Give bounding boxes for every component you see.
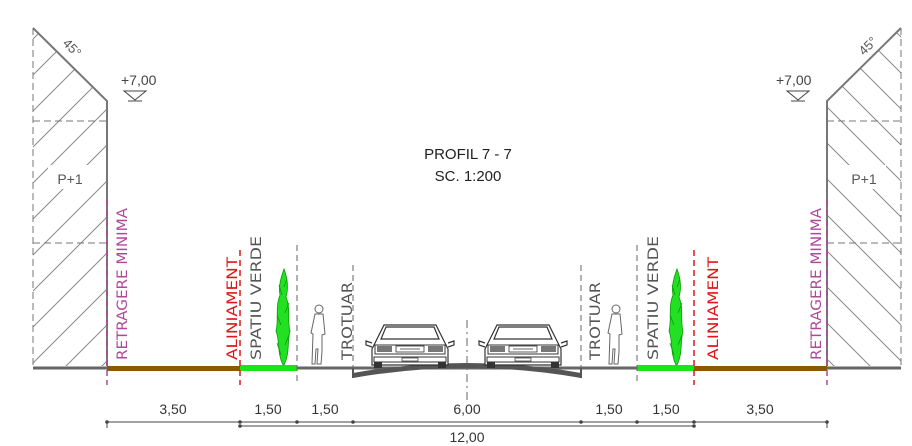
right-elevation-marker: +7,00 xyxy=(776,72,812,102)
left-green-strip xyxy=(240,365,297,371)
dim-segment-2: 1,50 xyxy=(254,401,281,417)
right-building: P+1 45° xyxy=(826,27,902,366)
profile-title: PROFIL 7 - 7 xyxy=(424,146,512,163)
left-building-floors: P+1 xyxy=(57,171,83,187)
left-aliniament-label: ALINIAMENT xyxy=(225,256,241,360)
right-aliniament-label: ALINIAMENT xyxy=(706,256,722,360)
dim-total: 12,00 xyxy=(449,429,484,445)
dim-segment-1: 3,50 xyxy=(159,401,186,417)
pedestrian-icon xyxy=(607,304,623,365)
left-trotuar-label: TROTUAR xyxy=(340,282,356,361)
right-setback-strip xyxy=(694,366,827,371)
right-green-strip xyxy=(637,365,694,371)
right-retragere-label: RETRAGERE MINIMA xyxy=(809,208,825,360)
profile-scale: SC. 1:200 xyxy=(435,168,502,185)
tree-icon xyxy=(275,268,291,366)
left-elevation-label: +7,00 xyxy=(121,72,157,88)
right-trotuar-label: TROTUAR xyxy=(588,282,604,361)
dim-segment-5: 1,50 xyxy=(595,401,622,417)
left-building: P+1 45° xyxy=(32,27,108,366)
left-retragere-label: RETRAGERE MINIMA xyxy=(115,208,131,360)
left-roof-angle: 45° xyxy=(60,36,85,61)
right-building-floors: P+1 xyxy=(851,171,877,187)
left-setback-strip xyxy=(107,366,240,371)
car-front-icon xyxy=(478,324,568,369)
pedestrian-icon xyxy=(310,304,326,365)
tree-icon xyxy=(668,268,684,366)
dim-segment-4: 6,00 xyxy=(453,401,480,417)
dim-segment-3: 1,50 xyxy=(311,401,338,417)
dim-segment-6: 1,50 xyxy=(652,401,679,417)
dimension-segments: 3,50 1,50 1,50 6,00 1,50 1,50 3,50 xyxy=(105,401,829,428)
left-spatiu-verde-label: SPATIU VERDE xyxy=(249,236,265,360)
right-spatiu-verde-label: SPATIU VERDE xyxy=(646,236,662,360)
carriageway xyxy=(353,363,581,378)
car-front-icon xyxy=(365,324,455,369)
left-elevation-marker: +7,00 xyxy=(121,72,157,102)
dim-segment-7: 3,50 xyxy=(746,401,773,417)
right-elevation-label: +7,00 xyxy=(776,72,812,88)
dimension-total: 12,00 xyxy=(238,424,696,445)
